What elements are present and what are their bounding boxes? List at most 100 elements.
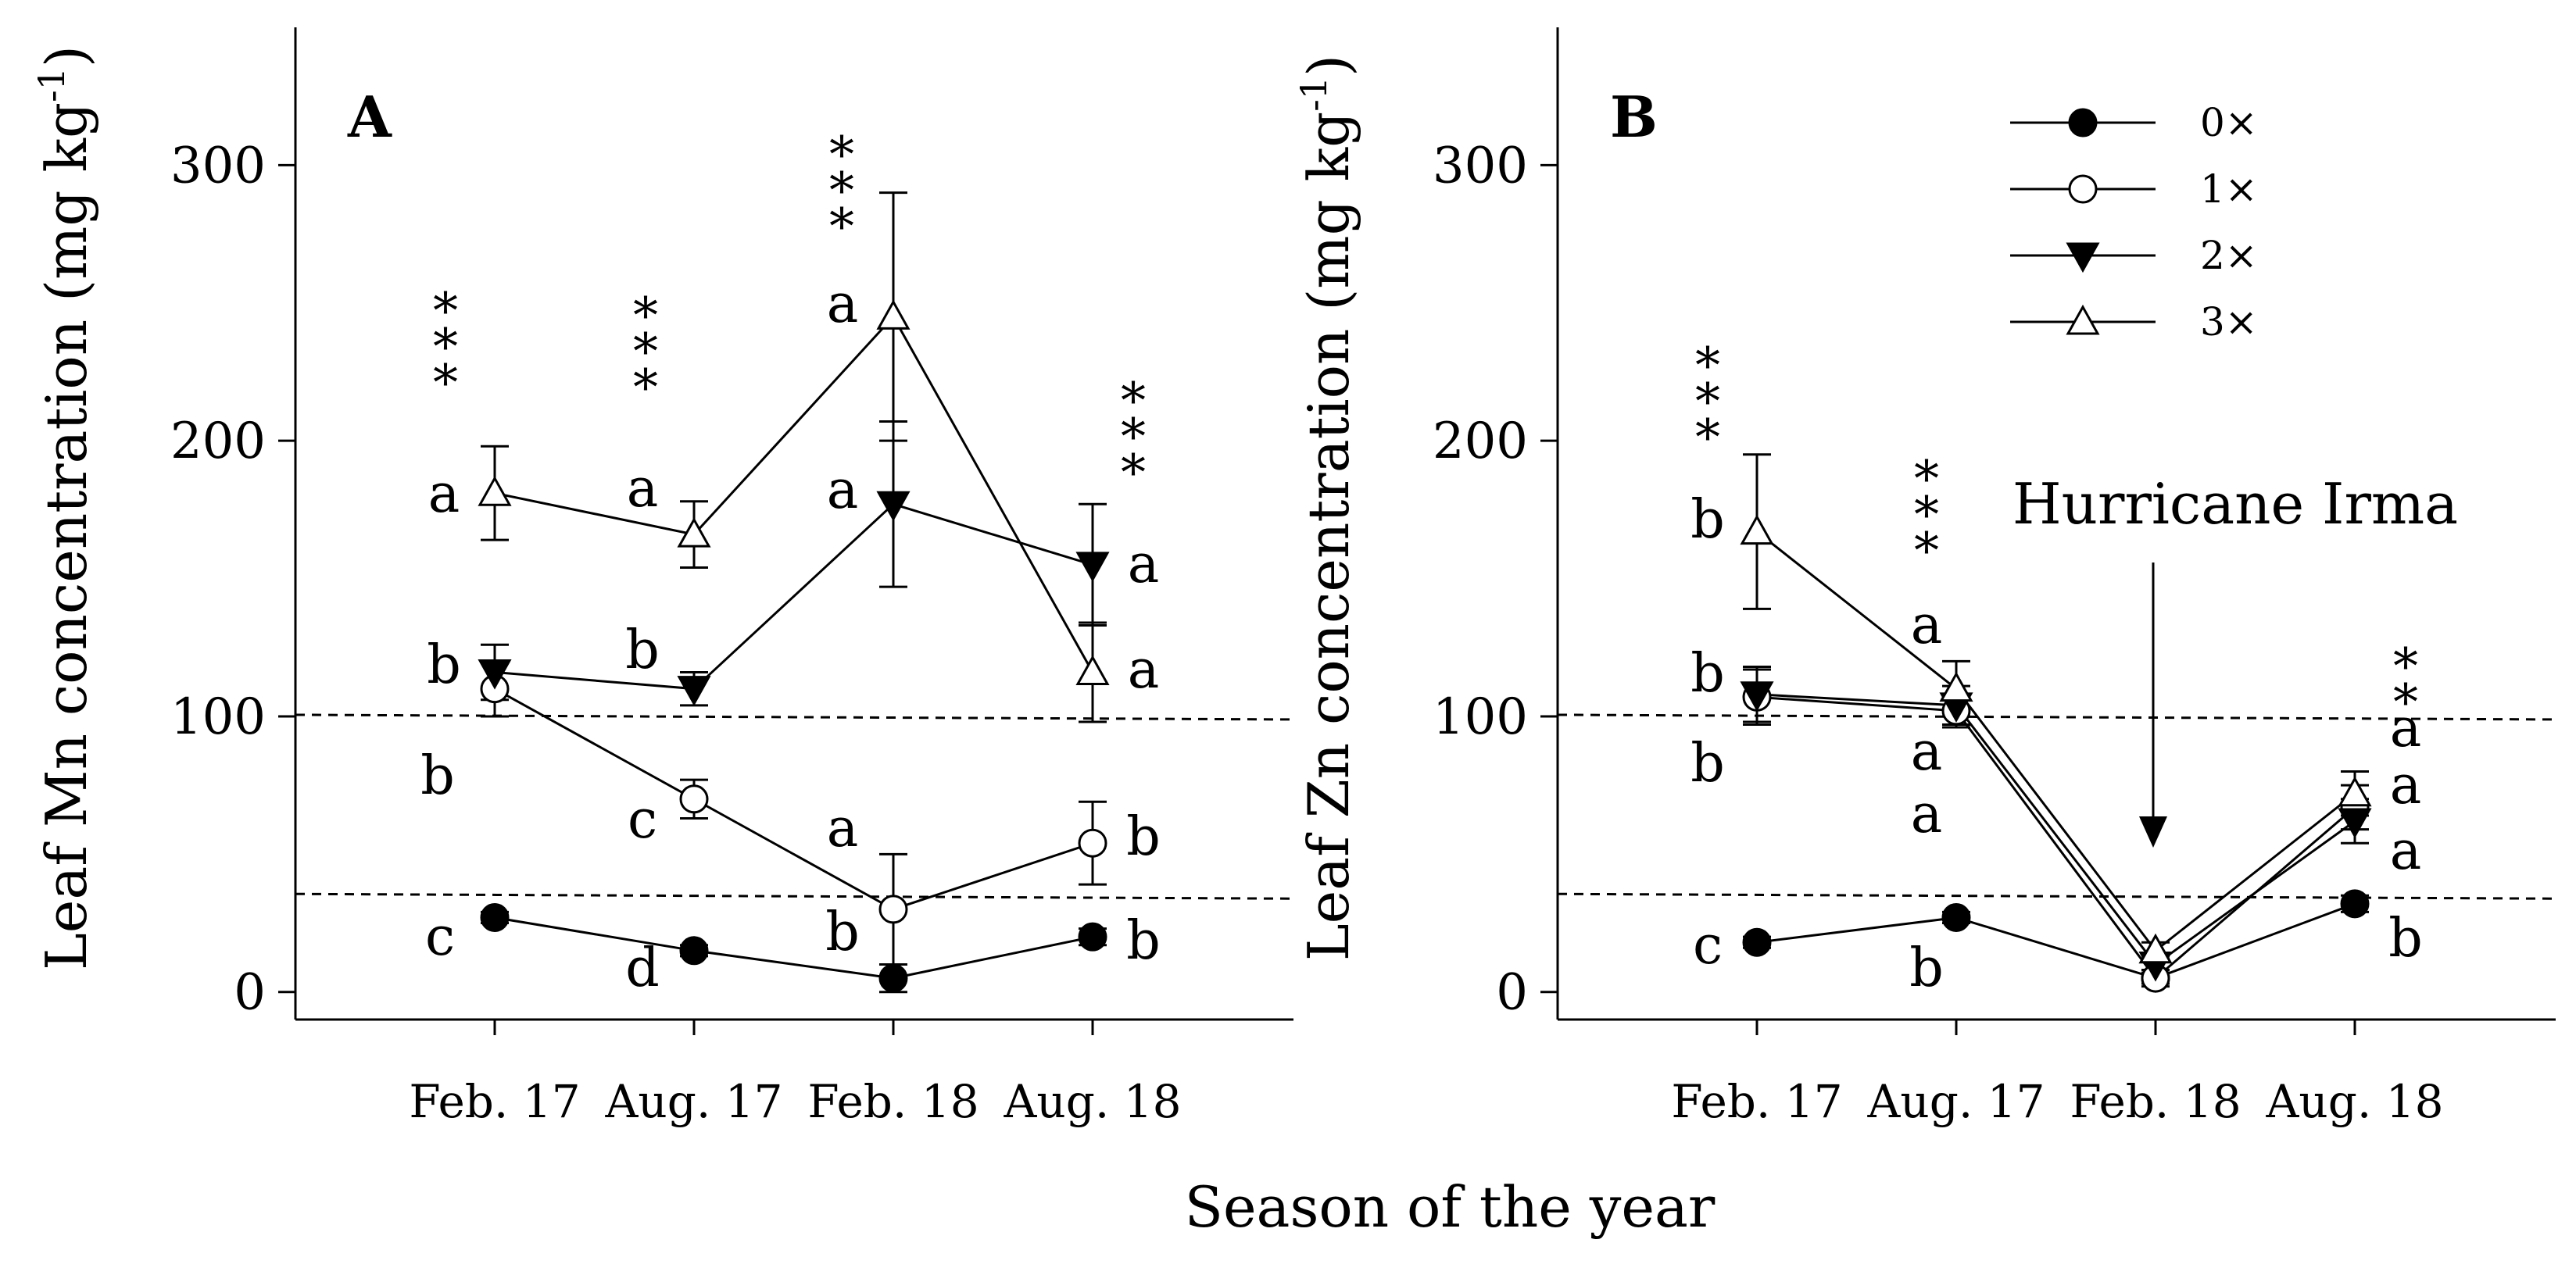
panel-a-data-point: [679, 784, 709, 814]
panel-b-significance-letter: a: [2390, 755, 2422, 816]
panel-a-significance-letter: a: [827, 798, 859, 859]
panel-a-significance-stars: * * *: [633, 288, 658, 417]
panel-a-data-point: [878, 963, 908, 993]
legend-marker: [2068, 108, 2098, 138]
panel-b-significance-stars: * * *: [1914, 451, 1939, 580]
panel-b-data-point: [1742, 927, 1772, 957]
panel-b-y-tick-label: 100: [1433, 688, 1528, 746]
panel-a-series-line-3: [494, 314, 1094, 673]
panel-a-data-point: [1078, 922, 1107, 952]
panel-a-significance-letter: b: [825, 902, 860, 963]
hurricane-irma-annotation: Hurricane Irma: [2012, 471, 2458, 537]
panel-b-significance-letter: a: [1911, 784, 1943, 845]
panel-b-data-point: [1740, 681, 1774, 712]
panel-a-x-tick-label: Aug. 17: [604, 1075, 782, 1128]
panel-a-data-point: [876, 491, 911, 522]
panel-a-data-point: [679, 936, 709, 966]
panel-b: B Leaf Zn concentration (mg kg-1) Hurric…: [1293, 27, 2556, 1128]
panel-a-x-tick-label: Feb. 18: [807, 1075, 979, 1128]
panel-a-reference-line: [295, 713, 1294, 721]
panel-a-y-axis-title: Leaf Mn concentration (mg kg-1): [30, 45, 99, 970]
panel-b-data-point: [1939, 671, 1973, 702]
hurricane-arrow-head: [2139, 816, 2167, 848]
panel-a-significance-letter: b: [1126, 806, 1161, 868]
panel-a-significance-letter: a: [1128, 639, 1160, 701]
panel-a-label: A: [347, 84, 392, 150]
panel-b-series-line-0: [1756, 902, 2356, 980]
panel-b-x-tick-label: Feb. 18: [2070, 1075, 2241, 1128]
panel-a-significance-letter: a: [627, 458, 659, 520]
panel-a-data-point: [1075, 655, 1110, 685]
panel-b-significance-letter: b: [2388, 908, 2423, 970]
panel-a-x-tick-label: Feb. 17: [409, 1075, 580, 1128]
panel-b-y-tick-label: 300: [1433, 137, 1528, 195]
panel-a-data-point: [1075, 552, 1110, 582]
panel-b-significance-letter: c: [1693, 915, 1723, 977]
panel-a-significance-letter: a: [827, 459, 859, 521]
legend-marker: [2066, 304, 2100, 335]
panel-b-significance-letter: a: [1911, 721, 1943, 783]
legend: 0× 1× 2× 3×: [2010, 100, 2258, 345]
panel-b-significance-letter: b: [1909, 938, 1944, 999]
panel-b-y-axis-title: Leaf Zn concentration (mg kg-1): [1293, 55, 1361, 961]
panel-b-label: B: [1610, 84, 1658, 150]
panel-a-reference-line: [295, 892, 1294, 900]
panel-b-significance-letter: b: [1690, 489, 1725, 551]
panel-b-data-point: [1941, 902, 1971, 932]
panel-a-data-point: [677, 517, 711, 548]
panel-b-significance-stars: * *: [2393, 638, 2418, 732]
panel-b-y-tick-label: 0: [1496, 964, 1528, 1022]
panel-b-reference-line: [1557, 892, 2556, 900]
panel-b-series-line-2: [1756, 693, 2356, 966]
panel-b-significance-letter: a: [2390, 820, 2422, 882]
panel-b-significance-letter: b: [1690, 643, 1725, 705]
panel-a-data-point: [878, 895, 908, 924]
panel-a-data-point: [677, 676, 711, 706]
panel-b-significance-letter: b: [1690, 733, 1725, 795]
panel-b-reference-line: [1557, 713, 2556, 721]
panel-b-significance-letter: a: [2390, 698, 2422, 759]
panel-a-y-tick-label: 100: [170, 688, 266, 746]
legend-label: 2×: [2200, 233, 2258, 278]
panel-a-data-point: [480, 902, 510, 932]
panel-a-significance-letter: b: [625, 620, 660, 681]
panel-b-data-point: [2138, 933, 2173, 964]
panel-a-significance-letter: a: [1128, 534, 1160, 595]
x-axis-title: Season of the year: [1185, 1174, 1716, 1240]
panel-b-data-point: [2338, 776, 2372, 807]
panel-b-x-tick-label: Feb. 17: [1671, 1075, 1842, 1128]
panel-a-series-line-2: [494, 502, 1093, 691]
legend-label: 3×: [2200, 299, 2258, 345]
panel-a-significance-stars: * * *: [829, 127, 854, 256]
panel-b-significance-stars: * * *: [1695, 338, 1720, 467]
panel-a-significance-letter: c: [628, 789, 657, 851]
panel-a-x-tick-label: Aug. 18: [1003, 1075, 1181, 1128]
panel-a-significance-stars: * * *: [1121, 373, 1146, 502]
panel-a-data-point: [478, 476, 512, 506]
panel-a-significance-letter: b: [427, 634, 461, 696]
panel-a-significance-letter: c: [425, 906, 455, 968]
panel-a-significance-letter: b: [420, 745, 455, 807]
panel-a-data-point: [1078, 828, 1107, 858]
panel-a-data-point: [876, 299, 911, 330]
panel-b-data-point: [1740, 514, 1774, 545]
panel-a-significance-letter: b: [1126, 910, 1161, 972]
panel-b-series-line-3: [1756, 530, 2356, 952]
panel-a: A Leaf Mn concentration (mg kg-1) 0 100 20…: [30, 27, 1294, 1128]
legend-marker: [2068, 174, 2098, 204]
panel-a-y-tick-label: 200: [170, 412, 266, 470]
panel-b-significance-letter: a: [1911, 595, 1943, 656]
panel-a-series-line-0: [494, 916, 1093, 980]
legend-marker: [2066, 242, 2100, 273]
panel-b-x-tick-label: Aug. 18: [2265, 1075, 2443, 1128]
panel-a-significance-letter: d: [625, 938, 660, 999]
panel-a-y-tick-label: 0: [234, 964, 266, 1022]
panel-a-significance-stars: * * *: [433, 283, 458, 412]
panel-a-significance-letter: a: [428, 463, 460, 525]
panel-a-series-line-1: [494, 688, 1093, 911]
panel-b-data-point: [2338, 808, 2372, 839]
panel-b-data-point: [2340, 889, 2370, 919]
legend-label: 1×: [2200, 166, 2258, 212]
